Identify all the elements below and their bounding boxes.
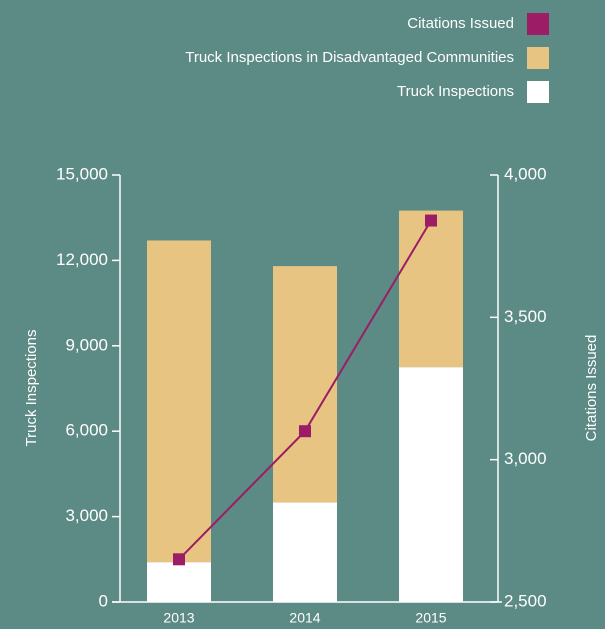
x-tick-label: 2014 — [289, 610, 320, 626]
marker — [299, 425, 311, 438]
y2-tick-label: 4,000 — [504, 164, 547, 183]
y2-tick-label: 2,500 — [504, 591, 547, 610]
y-tick-label: 6,000 — [65, 421, 108, 440]
marker — [173, 553, 185, 566]
y-tick-label: 0 — [99, 591, 108, 610]
y2-tick-label: 3,500 — [504, 307, 547, 326]
bar-segment — [399, 367, 463, 602]
legend-label: Truck Inspections in Disadvantaged Commu… — [185, 49, 514, 66]
y-tick-label: 3,000 — [65, 506, 108, 525]
bar-segment — [147, 240, 211, 563]
y-axis-title: Truck Inspections — [23, 330, 40, 447]
y2-axis-title: Citations Issued — [583, 335, 600, 442]
bar-segment — [399, 210, 463, 368]
x-tick-label: 2013 — [163, 610, 194, 626]
legend-label: Citations Issued — [407, 15, 514, 32]
y2-tick-label: 3,000 — [504, 449, 547, 468]
legend-swatch — [527, 47, 549, 69]
legend-swatch — [527, 13, 549, 35]
legend-label: Truck Inspections — [397, 83, 514, 100]
y-tick-label: 12,000 — [56, 250, 108, 269]
bar-segment — [273, 266, 337, 503]
legend-swatch — [527, 81, 549, 103]
bar-segment — [273, 502, 337, 602]
bar-segment — [147, 562, 211, 602]
marker — [425, 214, 437, 227]
x-tick-label: 2015 — [415, 610, 446, 626]
y-tick-label: 9,000 — [65, 335, 108, 354]
y-tick-label: 15,000 — [56, 164, 108, 183]
